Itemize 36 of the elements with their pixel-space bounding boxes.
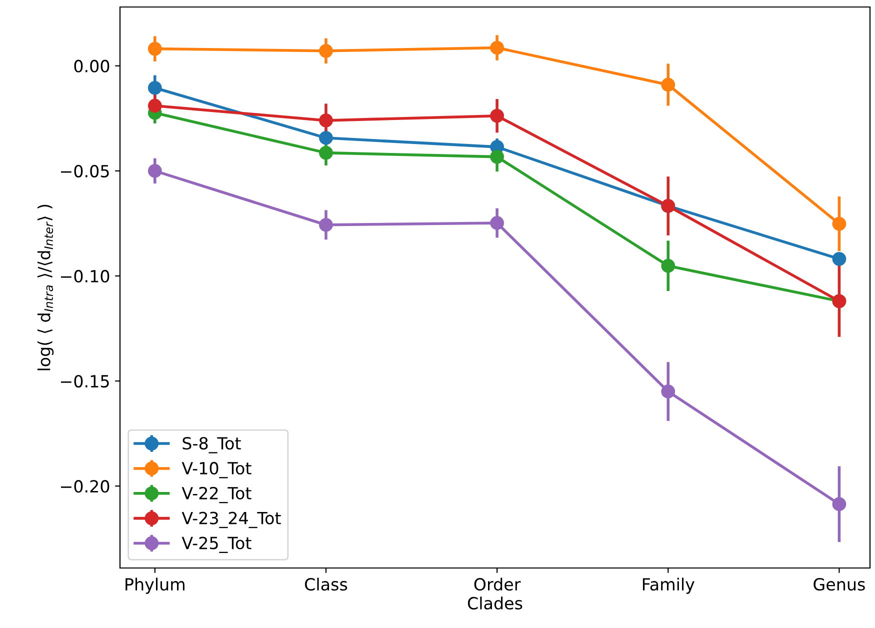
y-tick-label: −0.15 <box>60 374 109 388</box>
point <box>661 258 676 273</box>
point <box>319 146 333 160</box>
point <box>490 108 504 123</box>
point <box>490 150 504 164</box>
y-tick-label: −0.20 <box>60 480 110 493</box>
legend-label: V-22_Tot <box>182 486 252 504</box>
x-tick-label: Order <box>474 578 521 591</box>
point <box>148 42 162 56</box>
x-axis-title: Clades <box>468 596 522 610</box>
point <box>148 98 162 113</box>
legend-label: S-8_Tot <box>182 436 241 454</box>
y-axis-title: log( ⟨ d$_{Intra}$ ⟩/⟨d$_{Inter}$⟩ ) <box>37 204 54 370</box>
point <box>490 40 504 55</box>
point <box>832 252 846 266</box>
x-tick-label: Class <box>304 578 348 591</box>
point <box>148 164 162 178</box>
x-tick-label: Genus <box>814 578 865 591</box>
point <box>148 80 162 95</box>
point <box>319 130 333 145</box>
legend-label: V-25_Tot <box>182 536 252 553</box>
y-tick-label: −0.05 <box>60 164 109 178</box>
point <box>490 216 504 230</box>
point <box>319 218 333 232</box>
point <box>832 216 846 231</box>
point <box>319 114 333 128</box>
point <box>661 384 676 398</box>
legend-label: V-23_24_Tot <box>182 512 281 528</box>
legend-label: V-10_Tot <box>182 462 252 478</box>
point <box>319 44 333 58</box>
point <box>832 497 846 512</box>
y-tick-label: 0.00 <box>74 60 110 72</box>
point <box>661 78 676 92</box>
x-tick-label: Phylum <box>126 578 184 594</box>
y-tick-label: −0.10 <box>60 270 110 283</box>
x-tick-label: Family <box>642 578 694 594</box>
